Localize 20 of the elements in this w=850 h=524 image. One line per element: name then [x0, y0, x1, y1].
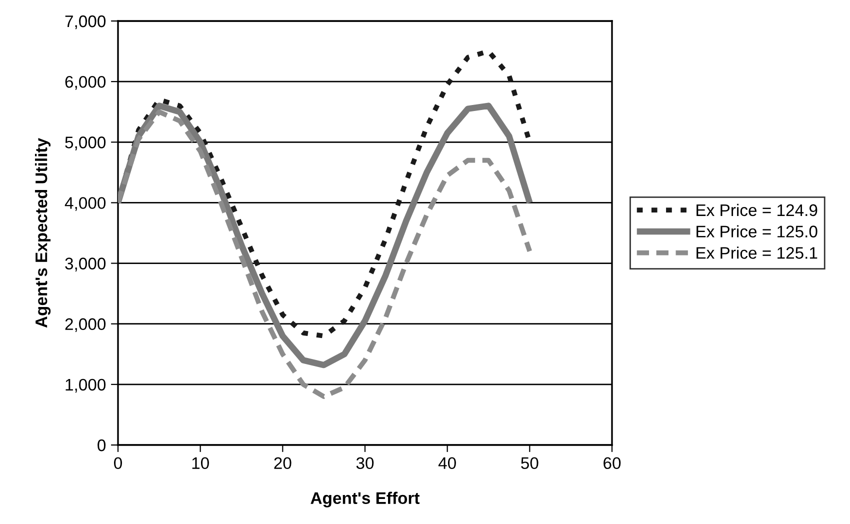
legend-label: Ex Price = 125.0 — [696, 225, 818, 238]
legend-label: Ex Price = 124.9 — [696, 204, 818, 216]
y-axis-title: Agent's Expected Utility — [34, 138, 51, 328]
y-tick-label: 3,000 — [65, 258, 106, 272]
x-tick-label: 20 — [274, 457, 292, 470]
legend-label: Ex Price = 125.1 — [696, 246, 818, 259]
y-tick-label: 1,000 — [66, 378, 106, 393]
x-tick-label: 30 — [356, 457, 374, 470]
y-tick-label: 6,000 — [65, 76, 106, 90]
x-tick-label: 60 — [604, 457, 621, 470]
y-tick-label: 7,000 — [65, 15, 106, 30]
y-tick-label: 5,000 — [65, 136, 106, 150]
y-tick-label: 0 — [98, 439, 106, 452]
x-tick-label: 0 — [114, 457, 122, 470]
y-tick-label: 4,000 — [64, 197, 106, 211]
x-tick-label: 10 — [192, 457, 209, 470]
x-tick-label: 40 — [438, 457, 456, 470]
y-tick-label: 2,000 — [65, 318, 106, 332]
x-tick-label: 50 — [521, 457, 538, 470]
x-axis-title: Agent's Effort — [310, 492, 420, 508]
